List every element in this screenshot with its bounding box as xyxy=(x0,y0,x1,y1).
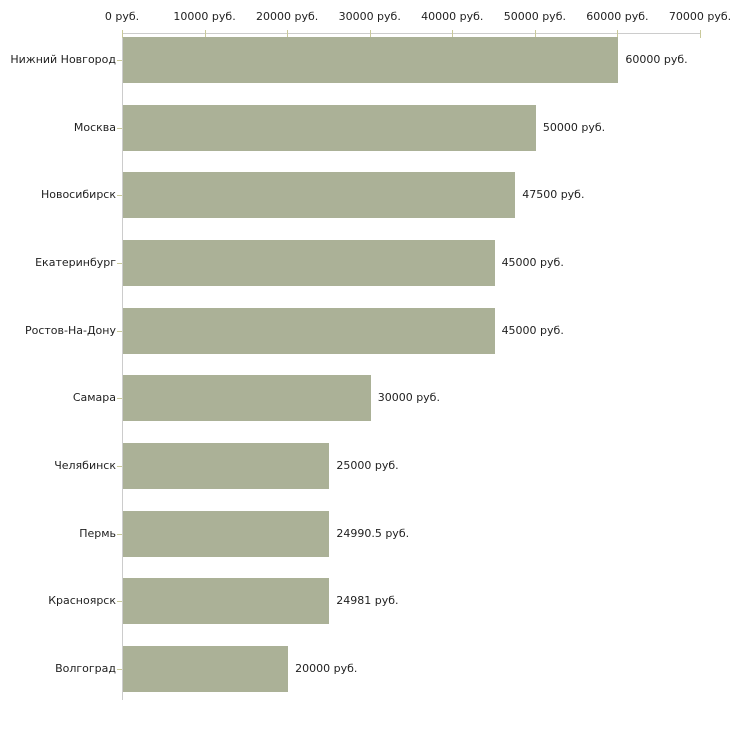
category-tick xyxy=(117,330,122,332)
x-axis-tick xyxy=(369,30,371,38)
x-axis-tick xyxy=(122,30,123,38)
category-tick xyxy=(117,533,122,535)
category-tick xyxy=(117,601,122,603)
category-label: Нижний Новгород xyxy=(10,53,116,66)
x-axis-tick-label: 50000 руб. xyxy=(503,10,566,23)
value-label: 25000 руб. xyxy=(336,459,399,473)
x-axis-tick-label: 0 руб. xyxy=(104,10,140,23)
bar xyxy=(123,375,371,422)
category-tick xyxy=(117,195,122,197)
category-label: Москва xyxy=(73,120,116,134)
bar xyxy=(123,104,536,151)
category-tick xyxy=(117,466,122,468)
value-label: 24981 руб. xyxy=(336,594,399,608)
category-label: Пермь xyxy=(79,526,116,540)
x-axis-tick xyxy=(700,30,701,38)
category-tick xyxy=(117,398,122,400)
x-axis-tick xyxy=(287,30,289,38)
value-label: 47500 руб. xyxy=(522,188,585,202)
category-label: Самара xyxy=(72,391,116,405)
value-label: 60000 руб. xyxy=(625,53,688,66)
category-tick xyxy=(117,669,122,671)
category-label: Новосибирск xyxy=(40,188,116,202)
category-tick xyxy=(117,60,122,61)
x-axis-tick-label: 10000 руб. xyxy=(173,10,236,23)
x-axis-tick-label: 40000 руб. xyxy=(421,10,484,23)
value-label: 45000 руб. xyxy=(501,323,564,337)
x-axis-tick-label: 60000 руб. xyxy=(586,10,649,23)
x-axis-tick xyxy=(534,30,536,38)
bar xyxy=(123,172,516,219)
category-label: Екатеринбург xyxy=(35,256,116,269)
category-label: Красноярск xyxy=(48,594,116,608)
bar xyxy=(123,240,495,286)
x-axis-tick xyxy=(617,30,619,38)
x-axis-line xyxy=(122,33,700,34)
value-label: 50000 руб. xyxy=(542,120,606,134)
x-axis-tick xyxy=(204,30,206,38)
bar xyxy=(123,578,330,625)
value-label: 20000 руб. xyxy=(295,662,358,676)
value-label: 24990.5 руб. xyxy=(336,526,410,540)
bar xyxy=(123,307,495,354)
category-tick xyxy=(117,127,122,129)
bar xyxy=(123,37,619,83)
value-label: 30000 руб. xyxy=(377,391,440,405)
category-label: Волгоград xyxy=(55,662,116,676)
category-label: Ростов-На-Дону xyxy=(24,323,116,337)
category-tick xyxy=(117,263,122,264)
x-axis-tick-label: 70000 руб. xyxy=(668,10,730,23)
category-label: Челябинск xyxy=(54,459,116,473)
bar xyxy=(123,443,330,490)
value-label: 45000 руб. xyxy=(501,256,564,269)
x-axis-tick xyxy=(452,30,454,38)
bar xyxy=(123,646,289,693)
y-axis-line xyxy=(122,33,123,700)
bar xyxy=(123,510,330,557)
x-axis-tick-label: 20000 руб. xyxy=(256,10,319,23)
x-axis-tick-label: 30000 руб. xyxy=(338,10,401,23)
